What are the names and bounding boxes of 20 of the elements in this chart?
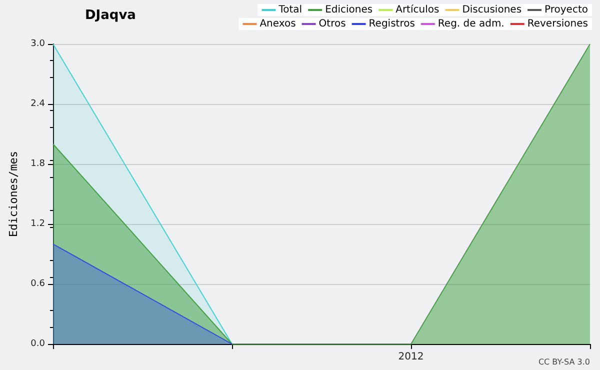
legend-label: Registros <box>368 18 415 30</box>
legend-label: Artículos <box>396 4 440 16</box>
legend-label: Anexos <box>260 18 296 30</box>
legend-label: Total <box>278 4 302 16</box>
y-tick-label: 0.6 <box>30 279 46 289</box>
legend-label: Reversiones <box>527 18 588 30</box>
y-tick-label: 0.0 <box>30 339 46 349</box>
y-axis-title: Ediciones/mes <box>7 150 20 238</box>
chart-title: DJaqva <box>85 8 136 23</box>
legend-label: Otros <box>318 18 346 30</box>
y-tick-label: 1.8 <box>30 159 46 169</box>
legend-label: Ediciones <box>325 4 373 16</box>
y-tick-label: 1.2 <box>30 219 45 229</box>
legend-label: Discusiones <box>462 4 522 16</box>
legend-label: Proyecto <box>544 4 588 16</box>
x-tick-label: 2012 <box>398 352 424 362</box>
text: CC BY-SA 3.0 <box>538 358 590 366</box>
y-tick-label: 3.0 <box>30 39 46 49</box>
y-tick-label: 2.4 <box>30 99 46 109</box>
legend-label: Reg. de adm. <box>438 18 504 30</box>
